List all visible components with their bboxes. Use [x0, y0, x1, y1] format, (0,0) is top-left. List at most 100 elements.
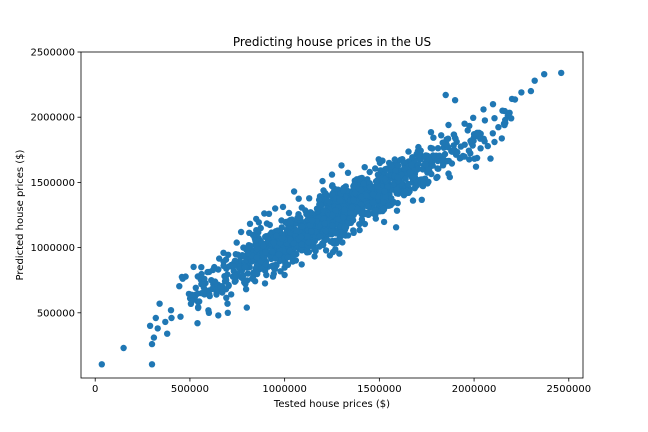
data-point: [217, 284, 224, 291]
data-point: [272, 205, 279, 212]
data-point: [329, 222, 336, 229]
data-point: [231, 272, 239, 279]
data-point: [392, 224, 400, 231]
data-point: [430, 134, 437, 141]
data-point: [211, 278, 219, 285]
data-point: [297, 233, 305, 241]
data-point: [418, 196, 425, 203]
data-point: [182, 273, 189, 280]
data-point: [344, 232, 352, 239]
data-point: [188, 291, 196, 298]
data-point: [241, 279, 248, 286]
data-point: [167, 307, 175, 314]
x-tick-label: 2000000: [452, 384, 497, 395]
data-point: [489, 130, 496, 137]
data-point: [294, 214, 301, 221]
data-point: [215, 312, 222, 319]
data-point: [329, 211, 336, 218]
data-point: [372, 206, 379, 214]
y-tick-label: 500000: [37, 308, 75, 319]
data-point: [369, 199, 377, 206]
data-point: [392, 167, 399, 174]
data-point: [245, 244, 252, 252]
data-point: [361, 220, 369, 228]
data-point: [339, 231, 347, 239]
data-point: [249, 275, 256, 282]
data-point: [427, 144, 434, 152]
data-point: [254, 270, 261, 278]
data-point: [405, 180, 412, 188]
data-point: [306, 195, 313, 202]
data-point: [305, 239, 312, 246]
data-point: [322, 247, 330, 254]
data-point: [312, 247, 319, 255]
data-point: [224, 309, 231, 316]
data-point: [194, 304, 202, 312]
data-point: [317, 201, 324, 208]
data-point: [243, 304, 250, 311]
data-point: [484, 142, 491, 150]
data-point: [491, 138, 498, 146]
data-point: [445, 121, 452, 129]
data-point: [350, 197, 357, 204]
data-point: [498, 135, 505, 142]
data-point: [372, 211, 379, 218]
data-point: [336, 250, 343, 257]
data-point: [487, 155, 494, 162]
data-point: [340, 187, 347, 194]
data-point: [348, 204, 356, 211]
data-point: [188, 297, 196, 305]
data-point: [286, 219, 294, 226]
data-point: [381, 188, 388, 195]
data-point: [290, 240, 297, 247]
x-axis-ticks: 0 500000 1000000 1500000 2000000 2500000: [92, 378, 591, 395]
data-point: [281, 271, 288, 279]
data-point: [465, 147, 473, 154]
data-point: [495, 124, 502, 131]
data-point: [152, 314, 159, 322]
data-point: [436, 152, 443, 159]
data-point: [148, 340, 156, 348]
data-point: [224, 271, 231, 278]
data-point: [260, 254, 268, 261]
data-point: [422, 161, 429, 168]
data-point: [232, 251, 239, 258]
data-point: [246, 229, 253, 236]
data-point: [319, 177, 326, 185]
data-point: [220, 249, 227, 256]
y-axis-label: Predicted house prices ($): [15, 149, 26, 280]
data-point: [391, 156, 398, 163]
data-point: [278, 224, 285, 231]
data-point: [347, 209, 354, 216]
data-point: [480, 106, 487, 113]
data-point: [427, 129, 435, 136]
data-point: [299, 223, 306, 230]
data-point: [388, 195, 395, 202]
data-point: [233, 239, 240, 246]
data-point: [275, 251, 283, 258]
data-point: [241, 264, 249, 271]
data-point: [177, 313, 184, 320]
data-point: [441, 150, 449, 158]
data-point: [120, 344, 127, 352]
data-point: [260, 242, 267, 250]
data-point: [266, 221, 273, 229]
data-point: [168, 314, 175, 322]
x-tick-label: 0: [92, 384, 98, 395]
data-point: [285, 209, 293, 217]
data-point: [344, 169, 352, 176]
data-point: [402, 175, 409, 182]
data-point: [382, 193, 389, 200]
data-point: [220, 262, 227, 269]
data-point: [387, 163, 395, 170]
data-point: [360, 180, 367, 187]
data-point: [328, 171, 336, 178]
data-point: [481, 117, 489, 124]
data-point: [298, 261, 305, 268]
data-point: [480, 135, 487, 142]
data-point: [262, 233, 269, 240]
data-point: [408, 161, 415, 169]
data-point: [205, 307, 212, 314]
data-point: [284, 254, 291, 261]
data-point: [410, 173, 417, 181]
